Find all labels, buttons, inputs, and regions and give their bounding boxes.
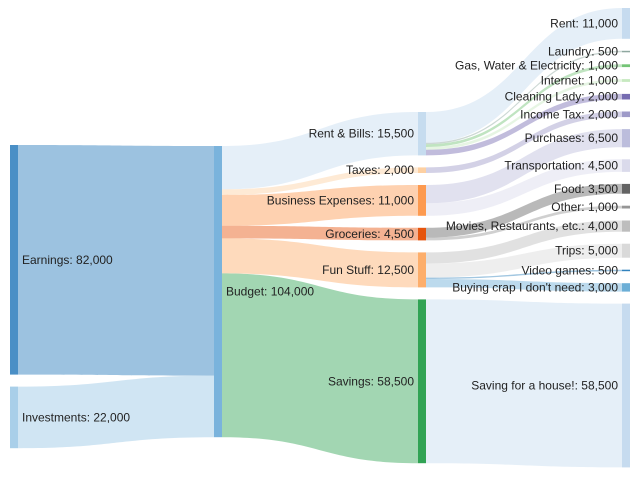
node-other <box>622 205 630 209</box>
link-budget-groceries <box>222 225 418 241</box>
node-label-house: Saving for a house!: 58,500 <box>471 379 618 393</box>
link-budget-savings <box>222 273 418 464</box>
node-savings <box>418 299 426 464</box>
link-rent_bills-gas <box>426 64 622 147</box>
node-earnings <box>10 145 18 375</box>
link-fun-video_games <box>426 269 622 279</box>
node-label-fun: Fun Stuff: 12,500 <box>322 263 414 277</box>
node-business <box>418 185 426 216</box>
node-purchases <box>622 129 630 148</box>
node-cleaning <box>622 93 630 100</box>
link-investments-budget <box>18 375 214 449</box>
nodes-layer <box>10 8 630 468</box>
node-label-income_tax: Income Tax: 2,000 <box>520 107 618 121</box>
node-food <box>622 183 630 194</box>
node-label-budget: Budget: 104,000 <box>226 285 314 299</box>
node-laundry <box>622 50 630 53</box>
labels-layer: Earnings: 82,000 Investments: 22,000 Budge… <box>22 16 618 424</box>
link-rent_bills-cleaning <box>426 93 622 156</box>
node-label-rent: Rent: 11,000 <box>550 16 618 30</box>
node-internet <box>622 79 630 82</box>
link-budget-taxes <box>222 167 418 195</box>
node-label-video_games: Video games: 500 <box>521 263 618 277</box>
node-label-investments: Investments: 22,000 <box>22 410 130 424</box>
node-crap <box>622 283 630 292</box>
node-label-cleaning: Cleaning Lady: 2,000 <box>505 90 619 104</box>
node-investments <box>10 386 18 449</box>
node-rent <box>622 8 630 39</box>
link-groceries-food <box>426 183 622 238</box>
node-taxes <box>418 167 426 173</box>
link-earnings-budget <box>18 145 214 376</box>
link-business-purchases <box>426 129 622 204</box>
node-label-earnings: Earnings: 82,000 <box>22 253 113 267</box>
node-label-gas: Gas, Water & Electricity: 1,000 <box>455 59 618 73</box>
node-label-laundry: Laundry: 500 <box>548 45 618 59</box>
node-label-crap: Buying crap I don't need: 3,000 <box>452 280 618 294</box>
node-label-business: Business Expenses: 11,000 <box>267 193 415 207</box>
link-rent_bills-laundry <box>426 50 622 145</box>
link-fun-crap <box>426 279 622 292</box>
node-gas <box>622 64 630 68</box>
links-layer <box>18 8 622 468</box>
node-label-other: Other: 1,000 <box>551 200 618 214</box>
node-label-internet: Internet: 1,000 <box>541 74 619 88</box>
node-label-movies: Movies, Restaurants, etc.: 4,000 <box>446 219 618 233</box>
node-transportation <box>622 159 630 172</box>
link-groceries-other <box>426 205 622 241</box>
node-house <box>622 303 630 468</box>
node-rent_bills <box>418 112 426 156</box>
link-budget-business <box>222 185 418 226</box>
node-label-purchases: Purchases: 6,500 <box>525 131 619 145</box>
node-income_tax <box>622 111 630 118</box>
node-label-trips: Trips: 5,000 <box>555 244 618 258</box>
link-taxes-income_tax <box>426 111 622 173</box>
link-rent_bills-rent <box>426 8 622 143</box>
node-label-taxes: Taxes: 2,000 <box>346 163 414 177</box>
link-business-transportation <box>426 159 622 216</box>
node-label-groceries: Groceries: 4,500 <box>325 227 414 241</box>
node-label-transportation: Transportation: 4,500 <box>504 159 618 173</box>
node-fun <box>418 252 426 288</box>
node-groceries <box>418 227 426 241</box>
node-budget <box>214 146 222 438</box>
node-label-rent_bills: Rent & Bills: 15,500 <box>309 127 415 141</box>
node-label-food: Food: 3,500 <box>554 182 618 196</box>
node-video_games <box>622 269 630 272</box>
link-budget-rent_bills <box>222 112 418 190</box>
link-savings-house <box>426 299 622 468</box>
node-movies <box>622 220 630 232</box>
node-trips <box>622 243 630 258</box>
link-fun-movies <box>426 220 622 264</box>
link-fun-trips <box>426 243 622 278</box>
link-budget-fun <box>222 238 418 288</box>
node-label-savings: Savings: 58,500 <box>328 374 414 388</box>
link-rent_bills-internet <box>426 79 622 150</box>
